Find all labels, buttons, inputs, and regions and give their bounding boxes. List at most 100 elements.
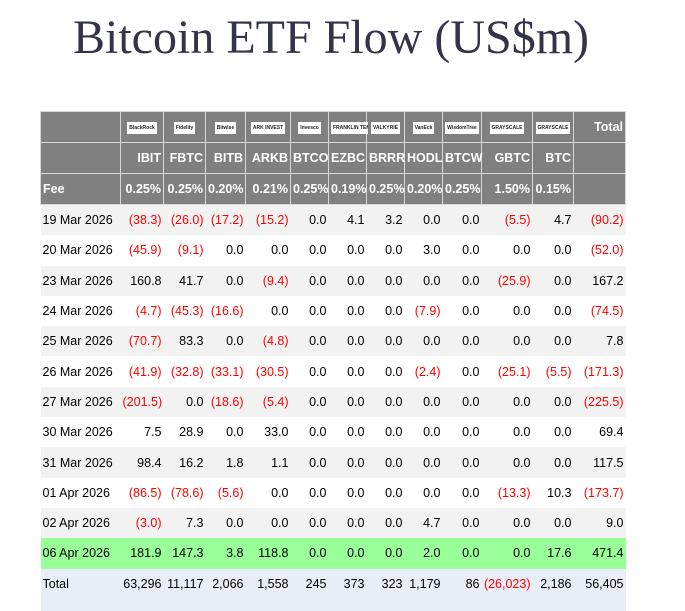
total-label: Total [40, 568, 121, 611]
flow-cell: 4.7 [404, 507, 443, 539]
flow-cell: 0.0 [481, 417, 533, 448]
flow-cell: 0.0 [532, 386, 574, 418]
flow-cell: 0.0 [245, 507, 291, 539]
fee-value: 0.21% [245, 173, 291, 205]
flow-cell: 0.0 [442, 295, 482, 327]
issuer-logo-cell: Bitwise [205, 111, 246, 143]
total-cell: 373 [328, 568, 367, 611]
flow-cell: 0.0 [290, 356, 329, 387]
flow-cell: 0.0 [205, 265, 246, 296]
flow-cell: 98.4 [120, 447, 164, 478]
ticker-header: BRRR [366, 142, 405, 174]
table-row: 01 Apr 2026 (86.5) (78.6) (5.6) 0.0 0.0 0.0 0.0… [40, 477, 626, 508]
flow-cell: 33.0 [245, 417, 291, 448]
table-row: 06 Apr 2026 181.9 147.3 3.8 118.8 0.0 0.0 0.0 2.… [40, 538, 626, 569]
flow-cell: 0.0 [532, 447, 574, 478]
flow-cell: 0.0 [290, 235, 329, 266]
total-cell: 323 [366, 568, 405, 611]
ticker-header: BTC [532, 142, 574, 174]
flow-cell: 4.7 [532, 204, 574, 236]
flow-cell: 0.0 [290, 447, 329, 478]
issuer-logo-cell: VanEck [404, 111, 443, 143]
flow-cell: 0.0 [366, 477, 405, 508]
flow-cell: (16.6) [205, 295, 246, 327]
flow-cell: 0.0 [290, 295, 329, 327]
flow-cell: (25.9) [481, 265, 533, 296]
date-cell: 19 Mar 2026 [40, 204, 121, 236]
etf-flow-table: BlackRock Fidelity Bitwise ARK INVEST Invesc… [40, 111, 626, 611]
flow-cell: 0.0 [205, 507, 246, 539]
flow-cell: (173.7) [573, 477, 626, 508]
table-row: 25 Mar 2026 (70.7) 83.3 0.0 (4.8) 0.0 0.0 0.0 0.… [40, 326, 626, 357]
fee-row: Fee 0.25% 0.25% 0.20% 0.21% 0.25% 0.19% 0.25% 0.… [40, 173, 626, 205]
table-row: 02 Apr 2026 (3.0) 7.3 0.0 0.0 0.0 0.0 0.0 4.7 0.0… [40, 507, 626, 539]
flow-cell: (32.8) [163, 356, 206, 387]
date-cell: 30 Mar 2026 [40, 417, 121, 448]
flow-cell: 0.0 [442, 204, 482, 236]
ticker-header: ARKB [245, 142, 291, 174]
table-row: 19 Mar 2026 (38.3) (26.0) (17.2) (15.2) 0.0 4.… [40, 204, 626, 236]
flow-cell: (30.5) [245, 356, 291, 387]
table-row: 23 Mar 2026 160.8 41.7 0.0 (9.4) 0.0 0.0 0.0 0.0… [40, 265, 626, 296]
flow-cell: 0.0 [290, 386, 329, 418]
flow-cell: 0.0 [290, 477, 329, 508]
flow-cell: (9.4) [245, 265, 291, 296]
flow-cell: 0.0 [532, 507, 574, 539]
flow-cell: (70.7) [120, 326, 164, 357]
flow-cell: (26.0) [163, 204, 206, 236]
flow-cell: 0.0 [328, 538, 367, 569]
issuer-logo-row: BlackRock Fidelity Bitwise ARK INVEST Invesc… [40, 111, 626, 143]
flow-cell: 0.0 [442, 326, 482, 357]
ticker-header: IBIT [120, 142, 164, 174]
flow-cell: 0.0 [481, 538, 533, 569]
issuer-logo: VALKYRIE [371, 121, 400, 134]
flow-cell: 28.9 [163, 417, 206, 448]
flow-cell: 41.7 [163, 265, 206, 296]
flow-cell: (225.5) [573, 386, 626, 418]
flow-cell: 0.0 [481, 507, 533, 539]
flow-cell: 0.0 [481, 295, 533, 327]
flow-cell: 0.0 [366, 417, 405, 448]
ticker-header: BITB [205, 142, 246, 174]
total-cell: 1,558 [245, 568, 291, 611]
flow-cell: (4.7) [120, 295, 164, 327]
flow-cell: 0.0 [442, 507, 482, 539]
issuer-logo-cell: GRAYSCALE [532, 111, 574, 143]
flow-cell: 0.0 [205, 235, 246, 266]
flow-cell: (33.1) [205, 356, 246, 387]
flow-cell: 0.0 [290, 417, 329, 448]
flow-cell: (74.5) [573, 295, 626, 327]
flow-cell: 0.0 [481, 326, 533, 357]
flow-cell: 0.0 [442, 235, 482, 266]
flow-cell: (17.2) [205, 204, 246, 236]
date-cell: 27 Mar 2026 [40, 386, 121, 418]
flow-cell: 117.5 [573, 447, 626, 478]
flow-cell: 2.0 [404, 538, 443, 569]
flow-cell: 7.8 [573, 326, 626, 357]
flow-cell: 0.0 [328, 295, 367, 327]
total-cell: 63,296 [120, 568, 164, 611]
flow-cell: 0.0 [404, 417, 443, 448]
flow-cell: 160.8 [120, 265, 164, 296]
flow-cell: (3.0) [120, 507, 164, 539]
flow-cell: 7.5 [120, 417, 164, 448]
flow-cell: 0.0 [404, 326, 443, 357]
flow-cell: 0.0 [163, 386, 206, 418]
flow-cell: 0.0 [366, 295, 405, 327]
table-row: 31 Mar 2026 98.4 16.2 1.8 1.1 0.0 0.0 0.0 0.0 0.0… [40, 447, 626, 478]
issuer-logo: BlackRock [127, 121, 157, 134]
flow-cell: 0.0 [442, 386, 482, 418]
date-cell: 01 Apr 2026 [40, 477, 121, 508]
issuer-logo-cell: Fidelity [163, 111, 206, 143]
issuer-logo: ARK INVEST [250, 121, 286, 134]
flow-cell: 10.3 [532, 477, 574, 508]
issuer-logo: GRAYSCALE [535, 121, 571, 134]
flow-cell: 0.0 [404, 447, 443, 478]
flow-cell: 0.0 [205, 326, 246, 357]
ticker-header: BTCW [442, 142, 483, 174]
flow-cell: 181.9 [120, 538, 164, 569]
table-row: 30 Mar 2026 7.5 28.9 0.0 33.0 0.0 0.0 0.0 0.0 0.0… [40, 417, 626, 448]
fee-value: 0.25% [290, 173, 329, 205]
flow-cell: (45.3) [163, 295, 206, 327]
date-cell: 31 Mar 2026 [40, 447, 121, 478]
